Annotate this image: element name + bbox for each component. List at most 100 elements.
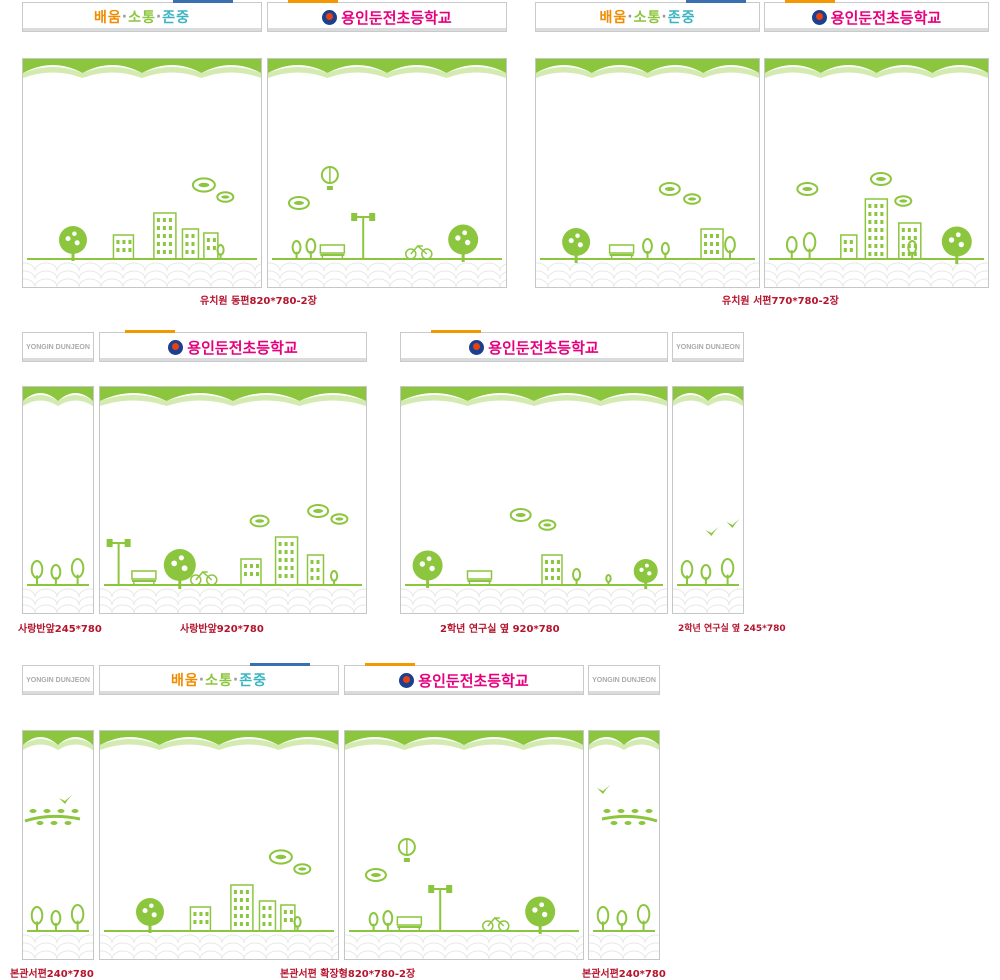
panel-park <box>535 58 760 288</box>
wave-pattern <box>268 262 506 287</box>
tree-icon <box>633 559 658 589</box>
panel-park <box>267 58 507 288</box>
caption: 본관서편 확장형820*780-2장 <box>280 969 416 980</box>
small-tree-icon <box>660 242 670 259</box>
bench-icon <box>608 244 635 259</box>
caption: 사랑반앞920*780 <box>180 624 264 635</box>
wave-scallop <box>268 59 506 73</box>
cloud-icon <box>249 514 270 528</box>
panel-park <box>764 58 989 288</box>
panel-park <box>99 386 367 614</box>
cloud-icon <box>191 177 216 193</box>
motto-word: 소통 <box>205 673 233 689</box>
small-tree-icon <box>382 910 394 931</box>
small-tree-icon <box>720 558 735 585</box>
cloud-icon <box>869 172 892 186</box>
streetlamp-icon <box>428 885 453 931</box>
tree-icon <box>448 224 479 262</box>
panel-illustration <box>100 387 366 613</box>
school-name: 용인둔전초등학교 <box>488 338 599 357</box>
wave-pattern <box>23 934 93 959</box>
motto-separator: · <box>661 9 668 25</box>
branch-icon <box>24 809 81 825</box>
building-icon <box>840 234 858 260</box>
motto-word: 존중 <box>667 10 696 26</box>
caption: 유치원 서편770*780-2장 <box>722 296 839 307</box>
wave-pattern <box>401 588 667 613</box>
small-tree-icon <box>368 912 379 931</box>
cloud-icon <box>509 508 532 522</box>
motto-word: 배움 <box>599 10 628 26</box>
tree-icon <box>163 549 196 589</box>
small-tree-icon <box>616 910 628 931</box>
panel-illustration <box>345 731 583 959</box>
caption: 2학년 연구실 옆 245*780 <box>678 624 786 634</box>
panel-park <box>99 730 339 960</box>
cloud-icon <box>330 513 349 525</box>
panel-illustration <box>23 59 261 287</box>
panel-park <box>22 386 94 614</box>
panel-illustration <box>765 59 988 287</box>
wave-scallop <box>100 731 338 745</box>
wave-pattern <box>536 262 759 287</box>
panel-park <box>344 730 584 960</box>
panel-illustration <box>268 59 506 287</box>
wave-pattern <box>765 262 988 287</box>
panel-illustration <box>23 731 93 959</box>
tree-icon <box>562 228 591 263</box>
wave-scallop <box>23 387 93 401</box>
sign-english: YONGIN DUNJEON <box>22 332 94 362</box>
sign-english: YONGIN DUNJEON <box>588 665 660 695</box>
caption: 유치원 동편820*780-2장 <box>200 296 317 307</box>
sign-motto: 배움 · 소통 · 존중 <box>535 0 760 32</box>
bicycle-icon <box>190 570 218 586</box>
school-name: 용인둔전초등학교 <box>187 338 298 357</box>
sign-school: 용인둔전초등학교 <box>267 0 507 32</box>
bench-icon <box>131 570 157 585</box>
cloud-icon <box>894 195 913 207</box>
building-icon <box>203 232 219 260</box>
wave-scallop <box>23 731 93 745</box>
building-icon <box>864 198 889 260</box>
bench-icon <box>466 570 493 585</box>
school-logo-icon <box>322 9 338 25</box>
bird-icon <box>726 519 740 528</box>
building-icon <box>306 554 325 586</box>
cloud-icon <box>658 182 681 196</box>
small-tree-icon <box>293 916 302 931</box>
wave-pattern <box>673 588 743 613</box>
wave-scallop <box>673 387 743 401</box>
wave-scallop <box>23 59 261 73</box>
small-tree-icon <box>605 574 612 585</box>
caption: 사랑반앞245*780 <box>18 624 102 635</box>
small-tree-icon <box>907 240 918 259</box>
small-tree-icon <box>70 558 85 585</box>
wave-scallop <box>100 387 366 401</box>
wave-scallop <box>589 731 659 745</box>
bird-icon <box>597 785 610 794</box>
panel-park <box>22 58 262 288</box>
small-tree-icon <box>30 906 44 931</box>
wave-pattern <box>100 588 366 613</box>
panel-park <box>588 730 660 960</box>
sign-motto: 배움 · 소통 · 존중 <box>22 0 262 32</box>
motto-word: 존중 <box>239 673 267 689</box>
small-tree-icon <box>636 904 651 931</box>
small-tree-icon <box>30 560 44 585</box>
motto-word: 배움 <box>94 10 122 26</box>
wave-pattern <box>589 934 659 959</box>
panel-illustration <box>536 59 759 287</box>
small-tree-icon <box>216 244 225 259</box>
wave-pattern <box>100 934 338 959</box>
building-icon <box>258 900 277 932</box>
bicycle-icon <box>405 244 433 260</box>
small-tree-icon <box>642 238 653 259</box>
motto-separator: · <box>121 9 129 25</box>
streetlamp-icon <box>106 539 131 585</box>
cloud-icon <box>287 196 310 210</box>
cloud-icon <box>268 849 293 865</box>
cloud-icon <box>364 868 387 882</box>
building-icon <box>189 906 212 932</box>
motto-word: 배움 <box>171 673 199 689</box>
cloud-icon <box>307 504 330 518</box>
